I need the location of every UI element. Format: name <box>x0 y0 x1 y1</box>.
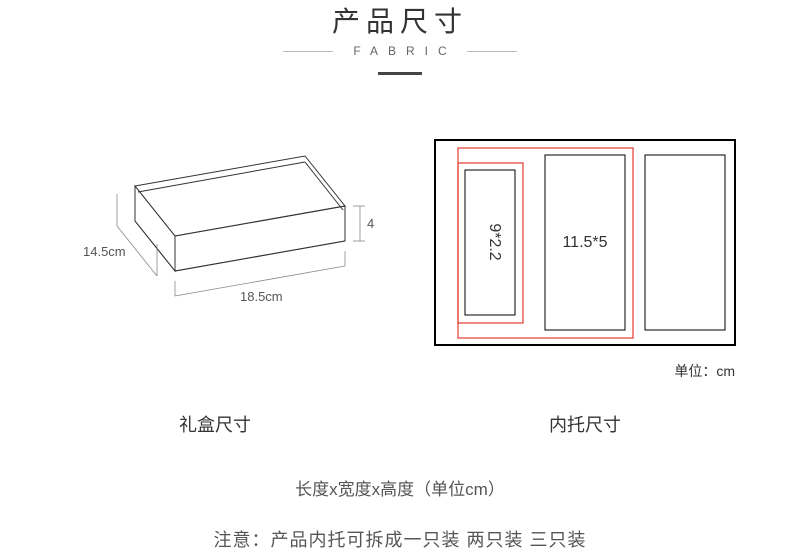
page-title: 产品尺寸 <box>0 0 800 40</box>
height-label: 4cm <box>367 216 375 231</box>
slot2-label: 11.5*5 <box>562 234 607 251</box>
header-divider <box>378 72 422 75</box>
box-caption: 礼盒尺寸 <box>45 411 385 437</box>
slot1-label: 9*2.2 <box>486 223 503 260</box>
footer-line-1: 长度x宽度x高度（单位cm） <box>0 475 800 500</box>
unit-label: 单位：cm <box>415 361 755 381</box>
header: 产品尺寸 FABRIC <box>0 0 800 75</box>
tray-diagram-panel: 9*2.2 11.5*5 单位：cm 内托尺寸 <box>415 115 755 437</box>
tray-svg-holder: 9*2.2 11.5*5 <box>415 115 755 355</box>
footer-line-2: 注意：产品内托可拆成一只装 两只装 三只装 <box>0 526 800 552</box>
depth-label: 14.5cm <box>83 244 126 259</box>
box-diagram-panel: 14.5cm 18.5cm 4cm 礼盒尺寸 <box>45 116 385 437</box>
subtitle-row: FABRIC <box>0 44 800 58</box>
diagram-row: 14.5cm 18.5cm 4cm 礼盒尺寸 9*2.2 <box>0 115 800 437</box>
subtitle-line-left <box>283 51 333 52</box>
subtitle-line-right <box>467 51 517 52</box>
tray-caption: 内托尺寸 <box>415 411 755 437</box>
box-3d-svg: 14.5cm 18.5cm 4cm <box>55 126 375 356</box>
tray-svg: 9*2.2 11.5*5 <box>430 135 740 355</box>
width-label: 18.5cm <box>240 289 283 304</box>
box-svg-holder: 14.5cm 18.5cm 4cm <box>45 116 385 356</box>
page-subtitle: FABRIC <box>343 44 456 58</box>
